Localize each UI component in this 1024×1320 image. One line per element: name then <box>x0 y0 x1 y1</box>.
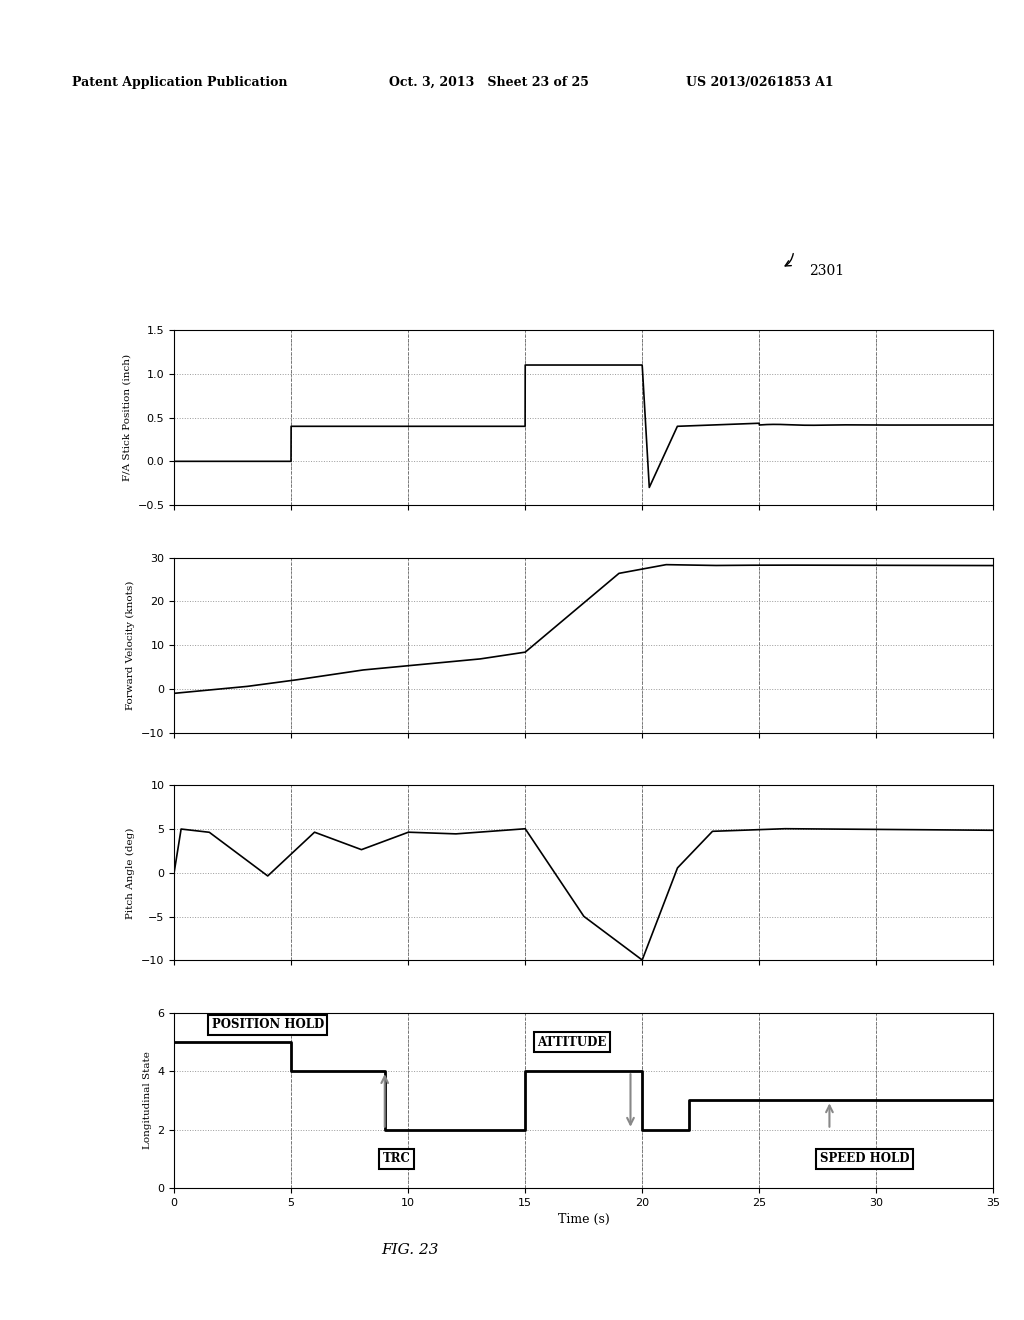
Text: Oct. 3, 2013   Sheet 23 of 25: Oct. 3, 2013 Sheet 23 of 25 <box>389 75 589 88</box>
X-axis label: Time (s): Time (s) <box>558 1213 609 1226</box>
Text: TRC: TRC <box>383 1152 411 1166</box>
Y-axis label: Forward Velocity (knots): Forward Velocity (knots) <box>126 581 135 710</box>
Y-axis label: F/A Stick Position (inch): F/A Stick Position (inch) <box>123 354 132 480</box>
Text: FIG. 23: FIG. 23 <box>381 1243 438 1257</box>
Text: SPEED HOLD: SPEED HOLD <box>820 1152 909 1166</box>
Text: US 2013/0261853 A1: US 2013/0261853 A1 <box>686 75 834 88</box>
Text: POSITION HOLD: POSITION HOLD <box>212 1018 324 1031</box>
Text: Patent Application Publication: Patent Application Publication <box>72 75 287 88</box>
Text: ATTITUDE: ATTITUDE <box>538 1036 606 1048</box>
Y-axis label: Pitch Angle (deg): Pitch Angle (deg) <box>126 828 135 919</box>
Text: 2301: 2301 <box>809 264 844 277</box>
Y-axis label: Longitudinal State: Longitudinal State <box>142 1052 152 1150</box>
